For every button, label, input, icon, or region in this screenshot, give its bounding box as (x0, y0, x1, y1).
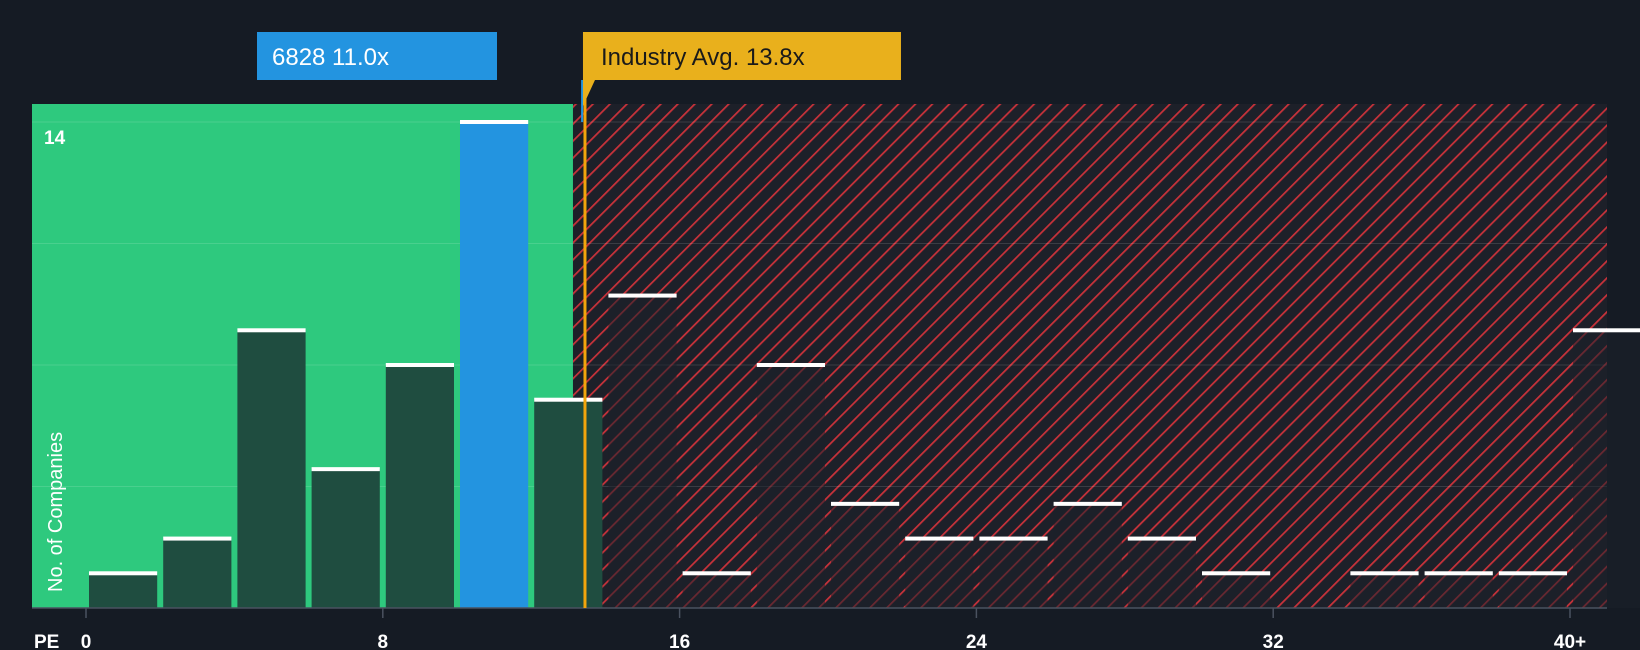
bar-cap (1573, 328, 1640, 333)
company-label: 6828 11.0x (272, 44, 389, 71)
bar-cap (756, 363, 825, 367)
x-tick-label: 32 (1263, 632, 1284, 650)
industry-badge (582, 32, 901, 106)
x-tick-label: 16 (669, 632, 690, 650)
bar (1053, 503, 1122, 608)
x-axis-ticks: 0 8 16 24 32 40+ (81, 608, 1586, 650)
bar-cap (237, 328, 306, 333)
bar-cap (534, 397, 603, 402)
bar-cap (1127, 536, 1196, 541)
bar (1573, 330, 1640, 608)
bar-cap (385, 363, 454, 367)
bar (979, 538, 1048, 608)
bar-cap (1202, 571, 1271, 576)
bar (1350, 573, 1419, 608)
x-tick-label: 0 (81, 632, 92, 650)
bar (608, 295, 677, 608)
industry-marker: Industry Avg. 13.8x (582, 32, 901, 608)
x-tick-label: 24 (966, 632, 988, 650)
y-tick-label: 14 (44, 128, 66, 149)
bar (831, 503, 900, 608)
bar-cap (608, 293, 677, 298)
bar (89, 573, 158, 608)
bar-cap (682, 571, 751, 576)
bar (311, 469, 380, 608)
bar (756, 365, 825, 608)
bar-cap (979, 536, 1048, 541)
x-tick-label: 8 (378, 632, 389, 650)
bars (89, 120, 1640, 608)
bar-cap (831, 501, 900, 506)
company-bar (460, 122, 529, 608)
bar-cap (1350, 571, 1419, 576)
bar-cap (1498, 571, 1567, 576)
company-badge (257, 32, 583, 80)
bar-cap (1424, 571, 1493, 576)
bar (237, 330, 306, 608)
x-tick-label: 40+ (1554, 632, 1586, 650)
bar (682, 573, 751, 608)
bar (905, 538, 974, 608)
bar (1127, 538, 1196, 608)
bar (385, 365, 454, 608)
bar-cap (163, 536, 232, 541)
industry-label: Industry Avg. 13.8x (601, 44, 805, 71)
bar (534, 399, 603, 608)
bar-cap (460, 120, 529, 124)
bar (1424, 573, 1493, 608)
bar-cap (905, 536, 974, 541)
bar (1498, 573, 1567, 608)
bar (163, 538, 232, 608)
bar-cap (1053, 501, 1122, 506)
y-axis-label: No. of Companies (45, 432, 67, 592)
bar-cap (311, 467, 380, 472)
company-marker: 6828 11.0x (257, 32, 584, 122)
x-axis-label: PE (34, 632, 59, 650)
bar (1202, 573, 1271, 608)
bar-cap (89, 571, 158, 576)
